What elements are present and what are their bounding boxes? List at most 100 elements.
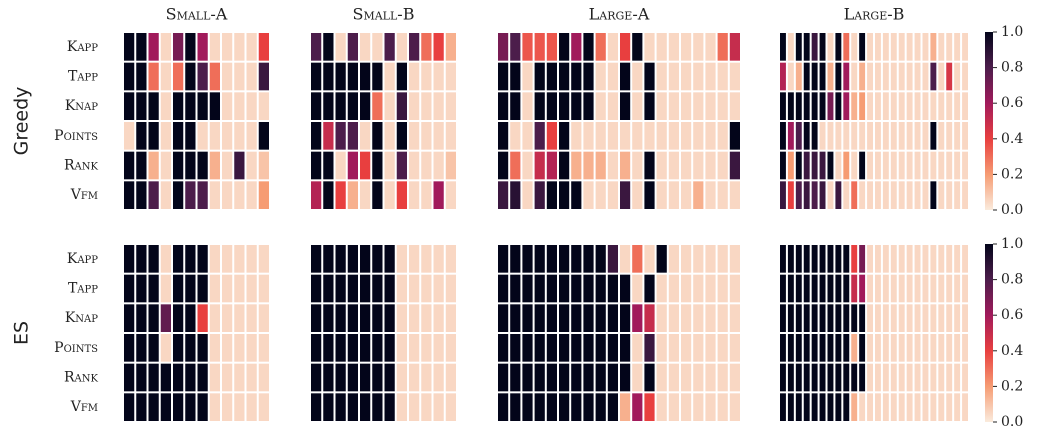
heatmap-cell xyxy=(668,304,679,332)
heatmap-cell xyxy=(922,304,929,332)
heatmap-cell xyxy=(160,151,171,180)
heatmap-cell xyxy=(922,245,929,273)
heatmap-cell xyxy=(729,151,740,180)
heatmap-cell xyxy=(780,245,786,273)
heatmap-cell xyxy=(729,62,740,91)
heatmap-cell xyxy=(160,33,171,61)
heatmap-cell xyxy=(124,122,135,150)
heatmap-cell xyxy=(185,363,196,392)
heatmap-cell xyxy=(445,181,456,209)
heatmap-cell xyxy=(906,274,913,303)
heatmap-cell xyxy=(258,304,269,332)
heatmap-cell xyxy=(136,334,147,362)
heatmap-cell xyxy=(160,304,171,332)
heatmap-cell xyxy=(595,122,606,150)
heatmap-cell xyxy=(729,33,740,61)
heatmap-cell xyxy=(656,181,667,209)
heatmap-cell xyxy=(906,33,913,61)
heatmap-cell xyxy=(595,274,606,303)
heatmap-cell xyxy=(323,122,334,150)
heatmap-cell xyxy=(632,304,643,332)
heatmap-cell xyxy=(843,62,850,91)
heatmap-cell xyxy=(347,393,358,421)
method-label: ES xyxy=(11,321,33,345)
heatmap-cell xyxy=(360,33,371,61)
heatmap-cell xyxy=(234,181,245,209)
heatmap-cell xyxy=(421,151,432,180)
heatmap-cell xyxy=(607,304,618,332)
heatmap-cell xyxy=(546,304,557,332)
heatmap-cell xyxy=(222,151,233,180)
heatmap-cell xyxy=(311,245,322,273)
heatmap-cell xyxy=(705,304,716,332)
heatmap-cell xyxy=(938,393,945,421)
heatmap-cell xyxy=(258,151,269,180)
heatmap-cell xyxy=(396,363,407,392)
heatmap-cell xyxy=(347,92,358,120)
heatmap-cell xyxy=(620,92,631,120)
heatmap-cell xyxy=(867,62,873,91)
colorbar-tick-label: 0.0 xyxy=(1001,414,1023,430)
heatmap-cell xyxy=(930,274,937,303)
heatmap-cell xyxy=(360,393,371,421)
heatmap-cell xyxy=(583,245,594,273)
heatmap-cell xyxy=(656,245,667,273)
heatmap-cell xyxy=(914,334,921,362)
heatmap-cell xyxy=(780,363,786,392)
heatmap-cell xyxy=(811,393,818,421)
heatmap-cell xyxy=(510,245,521,273)
heatmap-cell xyxy=(946,334,953,362)
heatmap-cell xyxy=(522,393,533,421)
row-label: Points xyxy=(54,128,98,144)
heatmap-cell xyxy=(668,363,679,392)
heatmap-cell xyxy=(705,274,716,303)
heatmap-cell xyxy=(148,245,159,273)
heatmap-cell xyxy=(717,33,728,61)
heatmap-cell xyxy=(644,92,655,120)
heatmap-cell xyxy=(835,151,842,180)
heatmap-cell xyxy=(571,181,582,209)
heatmap-cell xyxy=(898,181,905,209)
heatmap-cell xyxy=(914,122,921,150)
heatmap-cell xyxy=(705,393,716,421)
heatmap-cell xyxy=(559,181,570,209)
heatmap-cell xyxy=(583,274,594,303)
heatmap-cell xyxy=(571,334,582,362)
heatmap-cell xyxy=(583,393,594,421)
colorbar-tick-label: 0.4 xyxy=(1001,343,1023,359)
heatmap-cell xyxy=(962,304,968,332)
heatmap-cell xyxy=(787,33,794,61)
heatmap-cell xyxy=(729,334,740,362)
heatmap-cell xyxy=(595,363,606,392)
heatmap-cell xyxy=(234,122,245,150)
row-label: Vfm xyxy=(70,187,98,203)
heatmap-cell xyxy=(835,33,842,61)
heatmap-cell xyxy=(705,334,716,362)
heatmap-cell xyxy=(234,274,245,303)
heatmap-cell xyxy=(922,363,929,392)
heatmap-cell xyxy=(875,62,881,91)
heatmap-cell xyxy=(433,62,444,91)
heatmap-cell xyxy=(962,274,968,303)
heatmap-cell xyxy=(632,92,643,120)
heatmap-cell xyxy=(795,245,802,273)
heatmap-cell xyxy=(445,363,456,392)
heatmap-cell xyxy=(681,274,692,303)
heatmap-cell xyxy=(546,363,557,392)
heatmap-cell xyxy=(644,122,655,150)
heatmap-cell xyxy=(843,304,850,332)
heatmap-cell xyxy=(197,92,208,120)
heatmap-cell xyxy=(717,181,728,209)
heatmap-cell xyxy=(859,151,866,180)
heatmap-cell xyxy=(681,334,692,362)
heatmap-cell xyxy=(729,393,740,421)
heatmap-cell xyxy=(421,274,432,303)
heatmap-cell xyxy=(729,363,740,392)
heatmap-cell xyxy=(498,92,509,120)
heatmap-cell xyxy=(173,92,184,120)
heatmap-cell xyxy=(258,245,269,273)
heatmap-cell xyxy=(384,393,395,421)
heatmap-cell xyxy=(827,122,834,150)
heatmap-cell xyxy=(607,122,618,150)
heatmap-cell xyxy=(787,393,794,421)
